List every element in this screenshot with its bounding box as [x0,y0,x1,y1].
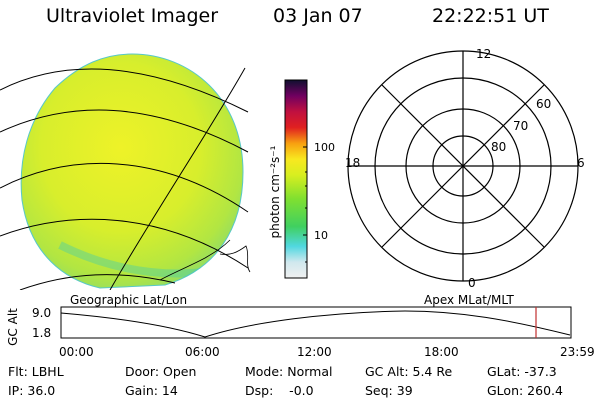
time-tick-1: 06:00 [185,345,220,359]
door-readout: Door: Open [125,364,197,379]
glon-readout: GLon: 260.4 [487,383,563,398]
altitude-ymax: 9.0 [32,306,52,320]
geo-grid-label: Geographic Lat/Lon [70,293,188,307]
mlat-label-60: 60 [536,97,552,111]
instrument-title: Ultraviolet Imager [46,5,219,27]
colorbar-tick-100: 100 [314,141,335,154]
colorbar-tick-10: 10 [314,229,328,242]
mlt-label-6: 6 [577,156,585,170]
polar-plot [347,50,579,282]
time-tick-2: 12:00 [297,345,332,359]
gc-alt-readout: GC Alt: 5.4 Re [365,364,453,379]
colorbar-unit-label: photon cm⁻²s⁻¹ [268,145,282,239]
glat-readout: GLat: -37.3 [487,364,557,379]
mlat-label-70: 70 [513,119,529,133]
uv-earth-image [0,53,251,290]
altitude-ymin: 1.8 [32,326,52,340]
time-tick-3: 18:00 [424,345,459,359]
mlt-label-18: 18 [345,156,361,170]
seq-readout: Seq: 39 [365,383,413,398]
date-label: 03 Jan 07 [273,5,363,27]
colorbar [284,79,308,279]
time-label: 22:22:51 UT [432,5,549,27]
altitude-plot [60,306,572,339]
altitude-curve [60,310,571,338]
mlt-label-12: 12 [476,47,492,61]
apex-grid-label: Apex MLat/MLT [424,293,514,307]
altitude-axis-label: GC Alt [5,308,20,346]
mode-readout: Mode: Normal [245,364,333,379]
earth-disk [20,53,244,289]
mlt-label-0: 0 [468,276,476,290]
geo-grid [0,67,249,290]
time-tick-0: 00:00 [59,345,94,359]
mlat-label-80: 80 [491,140,507,154]
dsp-readout: Dsp: -0.0 [245,383,314,398]
ip-readout: IP: 36.0 [8,383,56,398]
gain-readout: Gain: 14 [125,383,178,398]
coastline [159,239,251,281]
filter-readout: Flt: LBHL [8,364,64,379]
time-tick-4: 23:59 [560,345,595,359]
